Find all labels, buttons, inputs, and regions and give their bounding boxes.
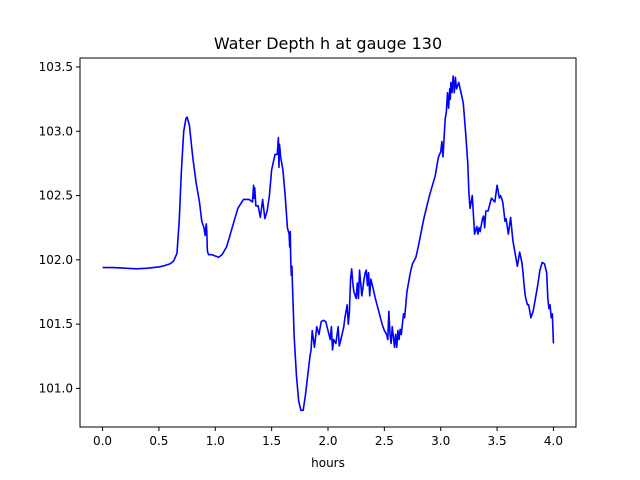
x-tick-label: 2.5 (375, 434, 394, 448)
x-tick-label: 1.0 (206, 434, 225, 448)
y-tick-label: 103.0 (39, 124, 73, 138)
series-line-1 (102, 75, 555, 412)
x-tick-label: 3.5 (488, 434, 507, 448)
y-axis: 101.0 101.5 102.0 102.5 103.0 103.5 (39, 60, 80, 395)
plot-area (102, 75, 555, 412)
x-axis-label: hours (311, 456, 345, 470)
x-tick-label: 0.0 (93, 434, 112, 448)
y-tick-label: 102.0 (39, 253, 73, 267)
x-tick-label: 1.5 (262, 434, 281, 448)
x-axis: 0.0 0.5 1.0 1.5 2.0 2.5 3.0 3.5 4.0 (93, 427, 563, 448)
y-tick-label: 101.5 (39, 317, 73, 331)
x-tick-label: 4.0 (544, 434, 563, 448)
y-tick-label: 101.0 (39, 381, 73, 395)
x-tick-label: 0.5 (149, 434, 168, 448)
x-tick-label: 2.0 (318, 434, 337, 448)
y-tick-label: 103.5 (39, 60, 73, 74)
x-tick-label: 3.0 (431, 434, 450, 448)
chart-title: Water Depth h at gauge 130 (214, 34, 442, 53)
y-tick-label: 102.5 (39, 189, 73, 203)
